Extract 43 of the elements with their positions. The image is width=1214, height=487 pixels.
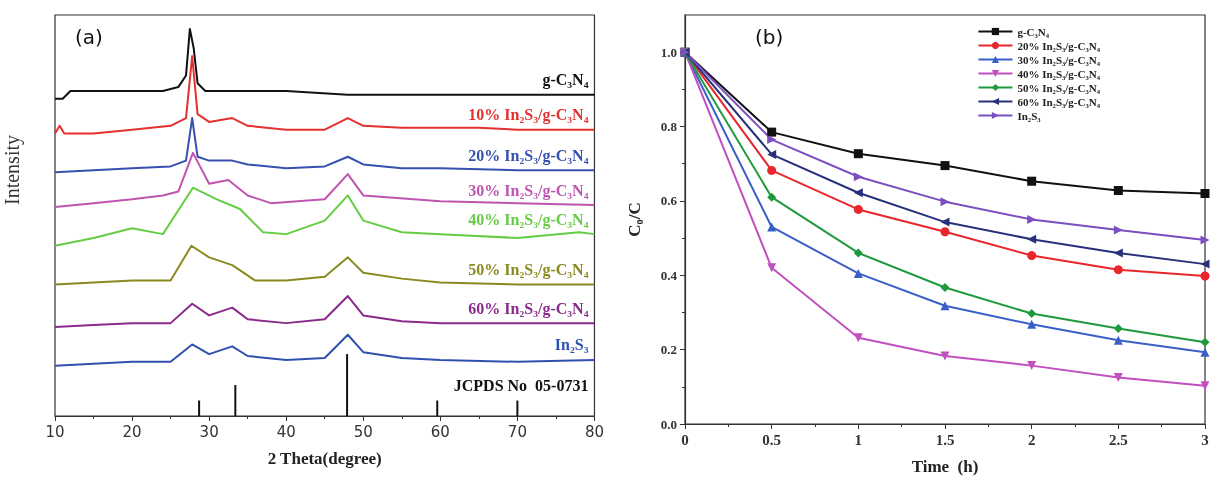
x-tick-label: 60 bbox=[430, 422, 450, 441]
series-label: 20% In₂S₃/g-C₃N₄ bbox=[468, 146, 589, 165]
x-tick-label: 2 bbox=[1027, 431, 1036, 448]
legend-label: 30% In₂S₃/g-C₃N₄ bbox=[1017, 53, 1101, 66]
x-axis-title: 2 Theta(degree) bbox=[267, 449, 382, 468]
x-tick-label: 2.5 bbox=[1108, 431, 1128, 448]
y-tick-label: 0.6 bbox=[660, 193, 678, 209]
y-tick-label: 0.0 bbox=[660, 416, 677, 432]
series-label: 40% In₂S₃/g-C₃N₄ bbox=[468, 210, 589, 229]
y-axis-title: Intensity bbox=[1, 135, 24, 205]
series-label: 50% In₂S₃/g-C₃N₄ bbox=[468, 260, 589, 279]
legend-label: 60% In₂S₃/g-C₃N₄ bbox=[1017, 95, 1101, 108]
x-tick-label: 80 bbox=[584, 422, 604, 441]
x-tick-label: 3 bbox=[1201, 431, 1209, 448]
legend-label: 20% In₂S₃/g-C₃N₄ bbox=[1017, 39, 1101, 52]
y-tick-label: 0.4 bbox=[660, 267, 678, 283]
legend-label: In₂S₃ bbox=[1017, 109, 1042, 122]
legend-label: 50% In₂S₃/g-C₃N₄ bbox=[1017, 81, 1101, 94]
series-label: In₂S₃ bbox=[554, 336, 589, 354]
x-axis-title: Time (h) bbox=[911, 457, 979, 476]
x-tick-label: 40 bbox=[276, 422, 296, 441]
series-label: g-C₃N₄ bbox=[542, 71, 589, 90]
y-tick-label: 1.0 bbox=[660, 44, 677, 60]
x-tick-label: 70 bbox=[507, 422, 527, 441]
x-tick-label: 0.5 bbox=[762, 431, 782, 448]
y-tick-label: 0.2 bbox=[660, 342, 677, 358]
x-tick-label: 0 bbox=[681, 431, 689, 448]
x-tick-label: 1.5 bbox=[935, 431, 955, 448]
x-tick-label: 50 bbox=[353, 422, 373, 441]
legend-label: g-C₃N₄ bbox=[1017, 25, 1050, 38]
x-tick-label: 1 bbox=[854, 431, 863, 448]
x-tick-label: 30 bbox=[199, 422, 219, 441]
series-label: 60% In₂S₃/g-C₃N₄ bbox=[468, 299, 589, 318]
series-label: JCPDS No 05-0731 bbox=[453, 377, 589, 395]
x-tick-label: 10 bbox=[45, 422, 65, 441]
series-label: 10% In₂S₃/g-C₃N₄ bbox=[468, 106, 589, 125]
series-label: 30% In₂S₃/g-C₃N₄ bbox=[468, 181, 589, 200]
annotation: (b) bbox=[755, 25, 784, 49]
annotation: (a) bbox=[75, 25, 103, 49]
x-tick-label: 20 bbox=[122, 422, 142, 441]
y-axis-title: C₀/C bbox=[625, 202, 644, 237]
y-tick-label: 0.8 bbox=[660, 119, 678, 135]
legend-label: 40% In₂S₃/g-C₃N₄ bbox=[1017, 67, 1101, 80]
